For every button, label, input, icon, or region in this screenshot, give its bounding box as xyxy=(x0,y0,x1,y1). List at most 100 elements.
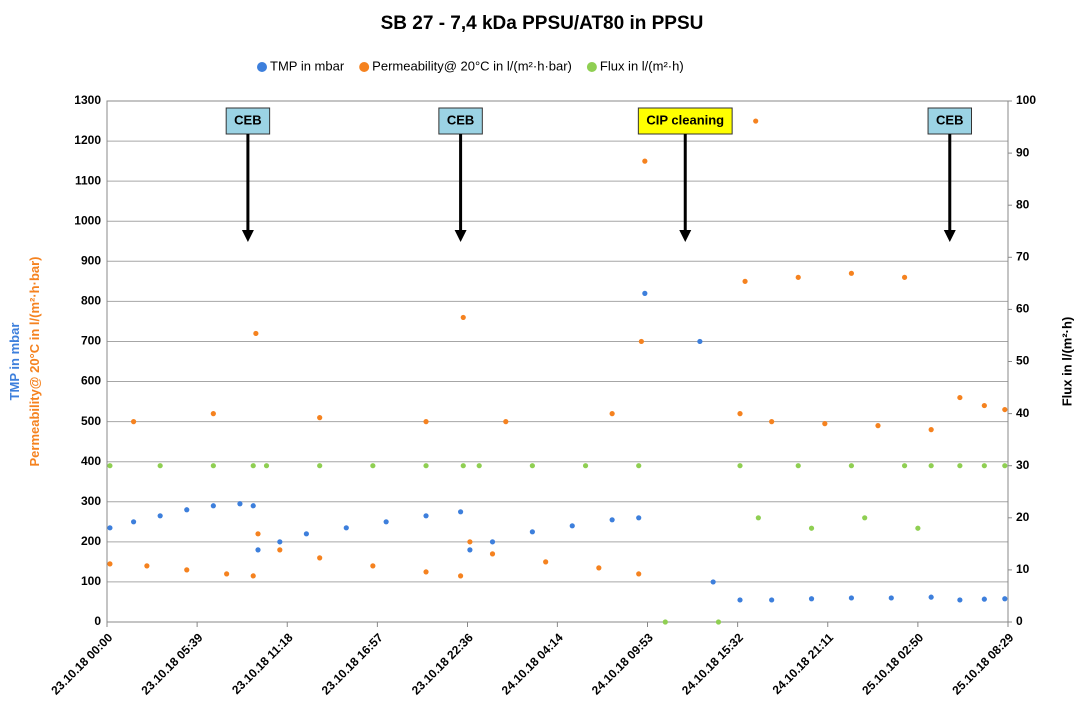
data-point xyxy=(710,579,716,585)
data-point xyxy=(795,463,801,469)
data-point xyxy=(184,507,190,513)
data-point xyxy=(467,547,473,553)
data-point xyxy=(503,419,509,425)
data-point xyxy=(263,463,270,469)
annotation-label: CEB xyxy=(447,112,474,127)
data-point xyxy=(915,525,921,531)
data-point xyxy=(370,563,376,569)
data-point xyxy=(457,573,464,579)
data-point xyxy=(888,595,894,601)
data-point xyxy=(753,118,759,124)
annotation: CEB xyxy=(927,107,973,135)
data-point xyxy=(250,463,256,469)
y-tick-label: 700 xyxy=(81,334,101,348)
x-tick-label: 25.10.18 08:29 xyxy=(949,630,1016,697)
annotation-box xyxy=(637,107,733,135)
annotation-arrowhead xyxy=(454,230,467,242)
x-tick-label: 23.10.18 22:36 xyxy=(409,630,476,697)
x-tick-label: 25.10.18 02:50 xyxy=(859,630,926,697)
annotation-arrowhead xyxy=(679,230,692,242)
y-tick-label: 300 xyxy=(81,494,101,508)
data-point xyxy=(662,619,668,625)
data-point xyxy=(107,525,113,531)
data-point xyxy=(423,463,429,469)
data-point xyxy=(157,463,163,469)
data-point xyxy=(808,596,815,602)
legend-label: TMP in mbar xyxy=(270,58,345,73)
data-point xyxy=(277,539,283,545)
data-point xyxy=(423,569,429,575)
x-tick-label: 24.10.18 21:11 xyxy=(770,630,837,697)
data-point xyxy=(981,463,987,469)
data-point xyxy=(529,463,535,469)
data-point xyxy=(383,519,389,525)
data-point xyxy=(737,411,743,417)
data-point xyxy=(582,463,589,469)
legend-marker xyxy=(257,62,267,72)
data-point xyxy=(255,547,261,553)
x-tick-label: 23.10.18 00:00 xyxy=(48,630,115,697)
annotation-arrowhead xyxy=(241,230,254,242)
data-point xyxy=(250,573,256,579)
data-point xyxy=(981,596,987,602)
data-point xyxy=(317,415,323,421)
data-point xyxy=(638,338,644,345)
y-tick-label: 1200 xyxy=(74,133,101,147)
y2-tick-label: 90 xyxy=(1016,145,1030,159)
y2-tick-label: 30 xyxy=(1016,458,1030,472)
data-point xyxy=(769,419,775,425)
data-point xyxy=(1002,406,1008,413)
annotation-label: CEB xyxy=(936,112,963,127)
data-point xyxy=(848,595,855,601)
annotation: CEB xyxy=(438,107,483,135)
data-point xyxy=(489,551,496,557)
data-point xyxy=(317,463,323,469)
data-point xyxy=(423,419,429,425)
data-point xyxy=(636,463,642,469)
data-point xyxy=(489,539,496,545)
x-tick-label: 23.10.18 11:18 xyxy=(229,630,296,697)
x-tick-label: 24.10.18 15:32 xyxy=(679,630,746,697)
data-point xyxy=(130,519,137,525)
data-point xyxy=(928,427,934,433)
data-point xyxy=(636,515,642,521)
data-point xyxy=(755,515,761,521)
data-point xyxy=(596,565,602,571)
annotation-box xyxy=(438,107,483,135)
y-tick-label: 1300 xyxy=(74,93,101,107)
annotation-arrowhead xyxy=(943,230,956,242)
annotation: CIP cleaning xyxy=(637,107,733,135)
data-point xyxy=(636,571,642,577)
data-point xyxy=(609,411,615,417)
data-point xyxy=(697,338,703,345)
annotation-label: CEB xyxy=(234,112,261,127)
y-axis-label-part: Permeability@ 20°C in l/(m²·h·bar) xyxy=(27,256,42,466)
data-point xyxy=(928,594,934,600)
data-point xyxy=(957,597,963,603)
legend-marker xyxy=(586,62,597,72)
plot-frame xyxy=(106,100,1009,623)
data-point xyxy=(795,274,801,280)
data-point xyxy=(957,394,963,401)
data-point xyxy=(460,314,466,321)
data-point xyxy=(901,274,908,280)
y2-axis-label: Flux in l/(m²·h) xyxy=(1059,317,1074,407)
data-point xyxy=(529,529,535,535)
x-tick-label: 23.10.18 05:39 xyxy=(138,630,205,697)
legend-label: Permeability@ 20°C in l/(m²·h·bar) xyxy=(372,58,572,73)
data-point xyxy=(144,563,150,569)
data-point xyxy=(928,463,934,469)
data-point xyxy=(107,561,113,567)
y-axis-label-part: TMP in mbar xyxy=(7,323,22,401)
data-point xyxy=(237,501,243,507)
data-point xyxy=(210,463,216,469)
data-point xyxy=(742,278,748,284)
data-point xyxy=(224,571,230,577)
data-point xyxy=(184,567,190,573)
data-point xyxy=(250,503,256,509)
data-point xyxy=(317,555,323,561)
y2-tick-label: 20 xyxy=(1016,510,1030,524)
data-point xyxy=(210,411,216,417)
x-tick-label: 24.10.18 04:14 xyxy=(499,630,566,697)
data-point xyxy=(808,525,815,531)
